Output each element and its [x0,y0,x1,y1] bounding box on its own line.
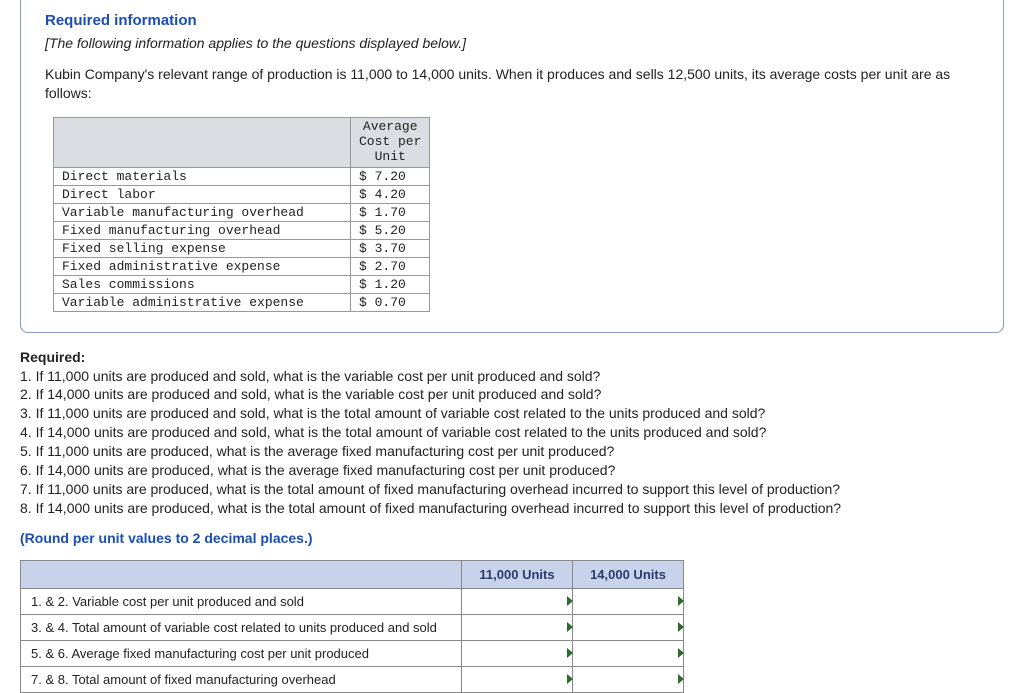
question-item: 8. If 14,000 units are produced, what is… [20,499,1004,518]
answer-empty-header [21,560,462,588]
answer-input-cell[interactable] [462,614,573,640]
question-item: 2. If 14,000 units are produced and sold… [20,385,1004,404]
cell-marker-icon [678,674,684,684]
cost-row-label: Direct labor [54,185,351,203]
round-note: (Round per unit values to 2 decimal plac… [20,530,1004,546]
cell-marker-icon [678,648,684,658]
answer-col-header: 11,000 Units [462,560,573,588]
cost-row-value: $ 0.70 [351,293,430,311]
cost-row-value: $ 1.70 [351,203,430,221]
answer-input-cell[interactable] [462,666,573,692]
cost-row-label: Direct materials [54,167,351,185]
cost-row-label: Variable administrative expense [54,293,351,311]
answer-row-label: 3. & 4. Total amount of variable cost re… [21,614,462,640]
answer-input-cell[interactable] [573,588,684,614]
answer-row-label: 5. & 6. Average fixed manufacturing cost… [21,640,462,666]
question-item: 5. If 11,000 units are produced, what is… [20,442,1004,461]
cell-marker-icon [678,596,684,606]
question-item: 4. If 14,000 units are produced and sold… [20,423,1004,442]
question-list: 1. If 11,000 units are produced and sold… [20,367,1004,518]
cost-table-container: Average Cost per Unit Direct materials$ … [53,117,979,312]
cost-header-line2: Cost per [359,134,421,149]
answer-input-cell[interactable] [573,666,684,692]
cost-row-value: $ 5.20 [351,221,430,239]
answer-row-label: 7. & 8. Total amount of fixed manufactur… [21,666,462,692]
answer-table: 11,000 Units 14,000 Units 1. & 2. Variab… [20,560,684,693]
cost-row-label: Fixed administrative expense [54,257,351,275]
cost-row-label: Fixed manufacturing overhead [54,221,351,239]
answer-row-label: 1. & 2. Variable cost per unit produced … [21,588,462,614]
answer-input-cell[interactable] [573,614,684,640]
cost-row-label: Fixed selling expense [54,239,351,257]
cost-row-value: $ 7.20 [351,167,430,185]
question-item: 6. If 14,000 units are produced, what is… [20,461,1004,480]
cost-row-value: $ 2.70 [351,257,430,275]
cost-header-line3: Unit [375,149,406,164]
required-header: Required: [20,349,1004,365]
cell-marker-icon [678,622,684,632]
question-item: 1. If 11,000 units are produced and sold… [20,367,1004,386]
cost-row-value: $ 3.70 [351,239,430,257]
info-paragraph: Kubin Company's relevant range of produc… [45,65,979,103]
answer-input-cell[interactable] [462,640,573,666]
cost-table-empty-header [54,117,351,167]
cost-row-value: $ 1.20 [351,275,430,293]
info-subline: [The following information applies to th… [45,35,979,51]
question-item: 3. If 11,000 units are produced and sold… [20,404,1004,423]
cost-row-label: Variable manufacturing overhead [54,203,351,221]
answer-input-cell[interactable] [573,640,684,666]
cost-header-line1: Average [363,119,418,134]
cost-row-label: Sales commissions [54,275,351,293]
cost-table-header: Average Cost per Unit [351,117,430,167]
answer-input-cell[interactable] [462,588,573,614]
required-info-box: Required information [The following info… [20,0,1004,333]
cost-table: Average Cost per Unit Direct materials$ … [53,117,430,312]
question-item: 7. If 11,000 units are produced, what is… [20,480,1004,499]
required-info-header: Required information [45,12,979,29]
answer-col-header: 14,000 Units [573,560,684,588]
cost-row-value: $ 4.20 [351,185,430,203]
